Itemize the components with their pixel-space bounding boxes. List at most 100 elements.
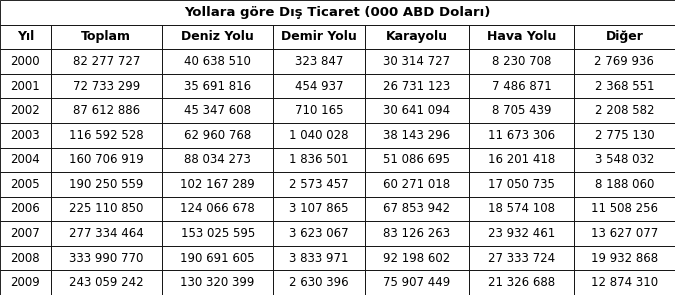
Bar [0,0,675,24]
Text: 2002: 2002 [10,104,40,117]
Bar [0,197,51,221]
Bar [364,246,469,271]
Text: 72 733 299: 72 733 299 [73,80,140,93]
Bar [51,24,162,49]
Bar [469,148,574,172]
Bar [273,148,364,172]
Text: 190 691 605: 190 691 605 [180,252,255,265]
Text: 67 853 942: 67 853 942 [383,202,450,215]
Text: 2009: 2009 [10,276,40,289]
Bar [273,246,364,271]
Bar [51,148,162,172]
Bar [273,221,364,246]
Text: 62 960 768: 62 960 768 [184,129,251,142]
Bar [162,148,273,172]
Text: 40 638 510: 40 638 510 [184,55,251,68]
Text: 1 040 028: 1 040 028 [289,129,349,142]
Bar [364,49,469,74]
Text: 1 836 501: 1 836 501 [289,153,349,166]
Bar [162,221,273,246]
Text: 333 990 770: 333 990 770 [69,252,144,265]
Text: 23 932 461: 23 932 461 [488,227,555,240]
Text: 88 034 273: 88 034 273 [184,153,251,166]
Text: Yıl: Yıl [17,30,34,43]
Bar [162,197,273,221]
Bar [51,197,162,221]
Bar [469,246,574,271]
Text: 116 592 528: 116 592 528 [69,129,144,142]
Text: 277 334 464: 277 334 464 [69,227,144,240]
Bar [469,98,574,123]
Text: 35 691 816: 35 691 816 [184,80,251,93]
Bar [162,74,273,98]
Bar [364,98,469,123]
Text: 8 705 439: 8 705 439 [491,104,551,117]
Bar [574,49,675,74]
Text: 75 907 449: 75 907 449 [383,276,450,289]
Bar [574,74,675,98]
Bar [0,49,51,74]
Bar [0,246,51,271]
Text: 3 623 067: 3 623 067 [289,227,349,240]
Bar [273,24,364,49]
Text: 2007: 2007 [10,227,40,240]
Bar [51,74,162,98]
Text: 710 165: 710 165 [295,104,343,117]
Text: 8 230 708: 8 230 708 [492,55,551,68]
Bar [574,221,675,246]
Text: 2 368 551: 2 368 551 [595,80,654,93]
Text: 323 847: 323 847 [295,55,343,68]
Text: 12 874 310: 12 874 310 [591,276,658,289]
Bar [162,123,273,148]
Text: 225 110 850: 225 110 850 [69,202,144,215]
Bar [273,74,364,98]
Text: 130 320 399: 130 320 399 [180,276,255,289]
Bar [364,24,469,49]
Bar [364,271,469,295]
Text: 83 126 263: 83 126 263 [383,227,450,240]
Bar [574,271,675,295]
Text: 60 271 018: 60 271 018 [383,178,450,191]
Text: 2 208 582: 2 208 582 [595,104,654,117]
Bar [273,172,364,197]
Bar [469,172,574,197]
Bar [51,271,162,295]
Bar [469,24,574,49]
Bar [0,123,51,148]
Bar [0,24,51,49]
Bar [364,197,469,221]
Text: 102 167 289: 102 167 289 [180,178,255,191]
Bar [574,172,675,197]
Text: Deniz Yolu: Deniz Yolu [182,30,254,43]
Bar [0,98,51,123]
Bar [574,246,675,271]
Bar [51,123,162,148]
Bar [364,172,469,197]
Bar [364,221,469,246]
Text: 51 086 695: 51 086 695 [383,153,450,166]
Text: 3 833 971: 3 833 971 [289,252,349,265]
Text: 2 573 457: 2 573 457 [289,178,349,191]
Bar [469,49,574,74]
Text: 124 066 678: 124 066 678 [180,202,255,215]
Bar [162,24,273,49]
Bar [364,123,469,148]
Text: Yollara göre Dış Ticaret (000 ABD Doları): Yollara göre Dış Ticaret (000 ABD Doları… [184,6,491,19]
Text: 2005: 2005 [11,178,40,191]
Bar [469,221,574,246]
Text: 2006: 2006 [10,202,40,215]
Text: 19 932 868: 19 932 868 [591,252,658,265]
Text: 17 050 735: 17 050 735 [488,178,555,191]
Bar [574,148,675,172]
Text: 2001: 2001 [10,80,40,93]
Text: Demir Yolu: Demir Yolu [281,30,357,43]
Text: 7 486 871: 7 486 871 [491,80,551,93]
Text: 2000: 2000 [11,55,40,68]
Text: 2003: 2003 [11,129,40,142]
Bar [0,148,51,172]
Bar [0,221,51,246]
Bar [51,172,162,197]
Text: 27 333 724: 27 333 724 [488,252,555,265]
Bar [364,148,469,172]
Bar [574,24,675,49]
